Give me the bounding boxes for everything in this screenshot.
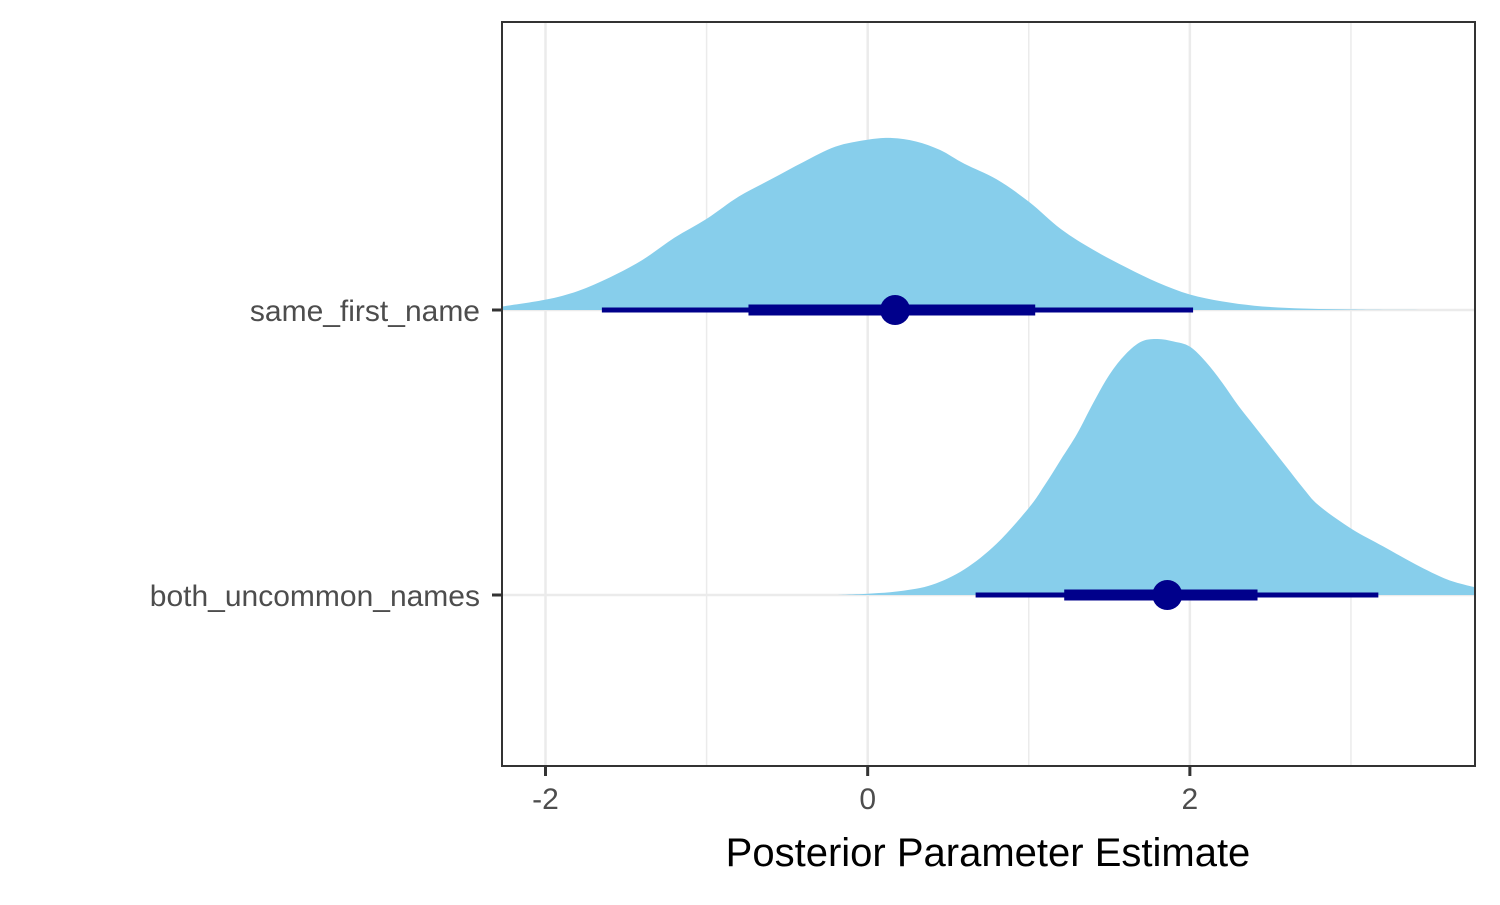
density-same_first_name: [502, 137, 1475, 311]
x-axis-title: Posterior Parameter Estimate: [726, 831, 1251, 875]
interval-layer: [601, 295, 1379, 610]
y-tick-label-same_first_name: same_first_name: [250, 295, 480, 328]
gridlines: [502, 22, 1475, 766]
density-layer: [502, 137, 1475, 595]
point-estimate-same_first_name: [880, 295, 911, 325]
y-axis: same_first_name both_uncommon_names: [150, 295, 502, 613]
panel-border: [501, 21, 1476, 767]
x-axis: -2 0 2: [532, 766, 1198, 816]
point-estimate-both_uncommon_names: [1152, 580, 1183, 610]
density-both_uncommon_names: [835, 339, 1475, 595]
x-tick-label: -2: [532, 783, 559, 816]
y-tick-label-both_uncommon_names: both_uncommon_names: [150, 580, 480, 613]
x-tick-label: 0: [859, 783, 876, 816]
x-tick-label: 2: [1182, 783, 1199, 816]
